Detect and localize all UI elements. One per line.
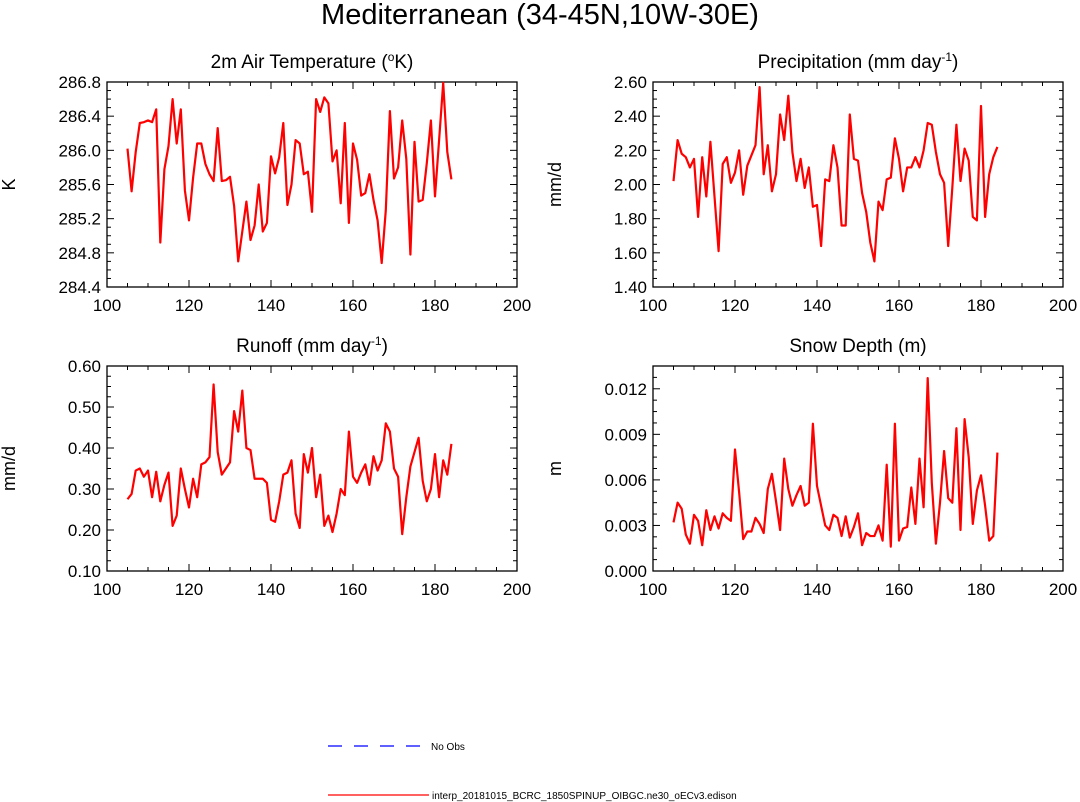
- legend-label: No Obs: [431, 742, 465, 753]
- chart-panel-2: Precipitation (mm day-1) 100 120 140 160 180 2…: [545, 50, 1077, 315]
- series-line: [672, 86, 999, 263]
- x-tick-label: 140: [257, 580, 285, 599]
- y-tick-label: 0.003: [604, 516, 647, 535]
- y-tick-label: 285.6: [58, 176, 101, 195]
- y-tick-label: 0.006: [604, 471, 647, 490]
- x-tick-label: 200: [1049, 580, 1077, 599]
- panel-title: Runoff (mm day-1): [236, 334, 388, 357]
- y-tick-label: 2.40: [614, 107, 647, 126]
- y-tick-label: 1.40: [614, 278, 647, 297]
- x-tick-label: 140: [803, 296, 831, 315]
- chart-panel-1: 2m Air Temperature (oK) 100 120 140 160 180 20…: [0, 50, 531, 315]
- y-tick-label: 0.20: [68, 521, 101, 540]
- x-tick-label: 120: [721, 580, 749, 599]
- plot-frame: [106, 365, 518, 572]
- y-tick-label: 1.60: [614, 244, 647, 263]
- y-tick-label: 0.60: [68, 357, 101, 376]
- x-tick-label: 180: [967, 296, 995, 315]
- y-tick-label: 284.8: [58, 244, 101, 263]
- series-line: [126, 81, 453, 265]
- y-tick-label: 1.80: [614, 210, 647, 229]
- chart-panel-3: Runoff (mm day-1) 100 120 140 160 180 200 0.10 0…: [0, 334, 531, 599]
- y-tick-label: 0.40: [68, 439, 101, 458]
- y-tick-label: 284.4: [58, 278, 101, 297]
- legend-label: interp_20181015_BCRC_1850SPINUP_OIBGC.ne…: [432, 791, 737, 802]
- x-tick-label: 180: [421, 296, 449, 315]
- y-tick-label: 0.50: [68, 398, 101, 417]
- y-tick-label: 285.2: [58, 210, 101, 229]
- panel-title: Precipitation (mm day-1): [758, 50, 959, 73]
- panel-title: 2m Air Temperature (oK): [211, 50, 414, 73]
- x-tick-label: 200: [503, 296, 531, 315]
- x-tick-label: 180: [421, 580, 449, 599]
- y-tick-label: 0.30: [68, 480, 101, 499]
- x-tick-label: 160: [885, 296, 913, 315]
- x-tick-label: 200: [1049, 296, 1077, 315]
- x-tick-label: 120: [175, 296, 203, 315]
- x-tick-label: 100: [93, 580, 121, 599]
- x-tick-label: 180: [967, 580, 995, 599]
- x-tick-label: 140: [803, 580, 831, 599]
- x-tick-label: 100: [639, 580, 667, 599]
- panels: 2m Air Temperature (oK) 100 120 140 160 180 20…: [0, 50, 1077, 599]
- x-tick-label: 140: [257, 296, 285, 315]
- chart-panel-4: Snow Depth (m) 100 120 140 160 180 200 0.000 0.0…: [545, 336, 1077, 599]
- x-tick-label: 120: [721, 296, 749, 315]
- y-tick-label: 0.10: [68, 562, 101, 581]
- y-tick-label: 0.009: [604, 425, 647, 444]
- y-axis-label: mm/d: [0, 446, 19, 491]
- plot-frame: [652, 365, 1064, 572]
- y-tick-label: 2.00: [614, 176, 647, 195]
- y-tick-label: 286.4: [58, 107, 101, 126]
- x-tick-label: 100: [93, 296, 121, 315]
- x-tick-label: 160: [885, 580, 913, 599]
- y-tick-label: 2.20: [614, 141, 647, 160]
- figure-title: Mediterranean (34-45N,10W-30E): [321, 0, 759, 31]
- x-tick-label: 120: [175, 580, 203, 599]
- y-tick-label: 286.8: [58, 73, 101, 92]
- x-tick-label: 200: [503, 580, 531, 599]
- y-axis-label: m: [545, 461, 565, 476]
- y-axis-label: mm/d: [545, 162, 565, 207]
- y-tick-label: 0.012: [604, 380, 647, 399]
- y-tick-label: 2.60: [614, 73, 647, 92]
- y-axis-label: K: [0, 178, 19, 190]
- x-tick-label: 160: [339, 580, 367, 599]
- legend: No Obs interp_20181015_BCRC_1850SPINUP_OI…: [328, 742, 737, 802]
- panel-title: Snow Depth (m): [789, 336, 926, 357]
- y-tick-label: 286.0: [58, 141, 101, 160]
- series-line: [126, 383, 453, 536]
- y-tick-label: 0.000: [604, 562, 647, 581]
- x-tick-label: 160: [339, 296, 367, 315]
- x-tick-label: 100: [639, 296, 667, 315]
- series-line: [672, 377, 999, 548]
